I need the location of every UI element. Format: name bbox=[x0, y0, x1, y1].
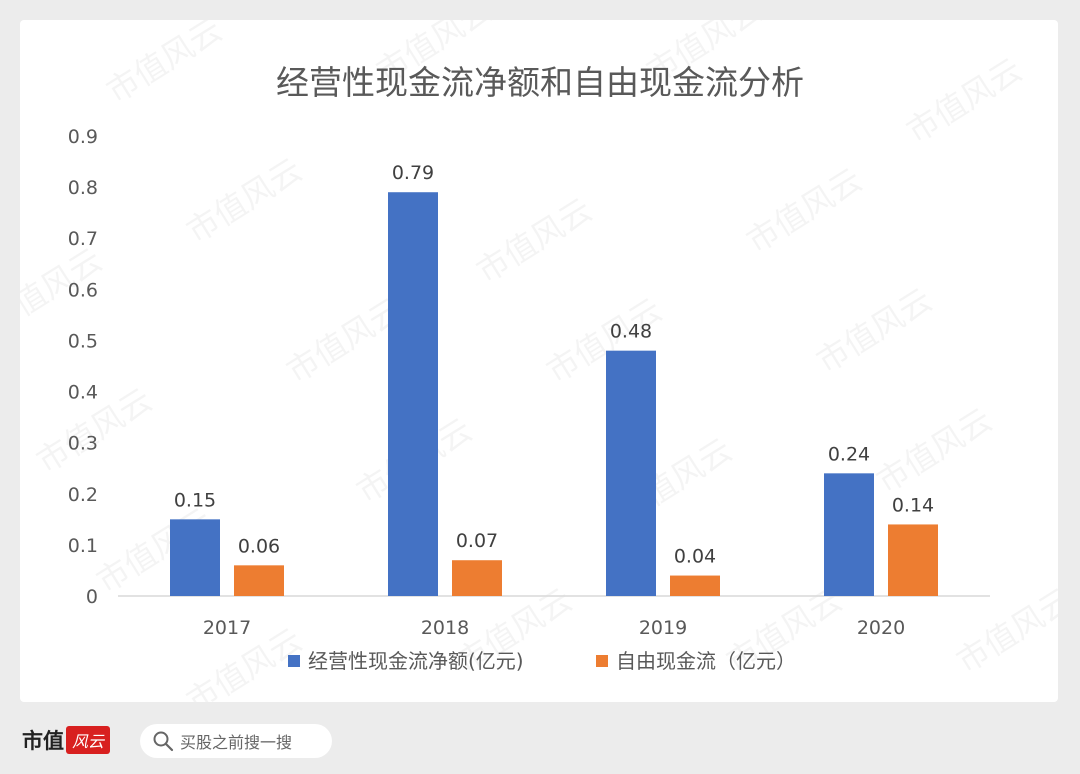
legend-swatch bbox=[596, 655, 608, 667]
chart-title: 经营性现金流净额和自由现金流分析 bbox=[276, 63, 804, 102]
data-label: 0.04 bbox=[674, 546, 716, 568]
y-tick-label: 0.2 bbox=[68, 484, 98, 506]
x-tick-label: 2017 bbox=[203, 617, 251, 639]
legend-label: 经营性现金流净额(亿元) bbox=[308, 649, 524, 673]
data-label: 0.14 bbox=[892, 494, 934, 516]
watermark-text: 市值风云 bbox=[810, 281, 939, 381]
watermark-text: 市值风云 bbox=[900, 51, 1029, 151]
data-label: 0.06 bbox=[238, 535, 280, 557]
watermark-text: 市值风云 bbox=[470, 191, 599, 291]
y-tick-label: 0.7 bbox=[68, 228, 98, 250]
y-tick-label: 0.5 bbox=[68, 330, 98, 352]
bar-free-cash-flow bbox=[452, 560, 502, 596]
y-axis: 0 0.1 0.2 0.3 0.4 0.5 0.6 0.7 0.8 0.9 bbox=[68, 126, 98, 608]
y-tick-label: 0.9 bbox=[68, 126, 98, 148]
y-tick-label: 0.1 bbox=[68, 535, 98, 557]
data-label: 0.15 bbox=[174, 489, 216, 511]
brand-text: 市值 bbox=[22, 728, 64, 753]
bar-free-cash-flow bbox=[888, 524, 938, 596]
watermark-text: 市值风云 bbox=[100, 20, 229, 111]
y-tick-label: 0.4 bbox=[68, 382, 98, 404]
legend-swatch bbox=[288, 655, 300, 667]
bar-operating-cash-flow bbox=[388, 192, 438, 596]
footer-bar: 市值 风云 买股之前搜一搜 bbox=[0, 702, 1080, 774]
legend: 经营性现金流净额(亿元) 自由现金流（亿元） bbox=[288, 649, 796, 673]
x-tick-label: 2020 bbox=[857, 617, 905, 639]
search-box[interactable]: 买股之前搜一搜 bbox=[140, 724, 332, 758]
legend-label: 自由现金流（亿元） bbox=[616, 649, 796, 673]
y-tick-label: 0.3 bbox=[68, 433, 98, 455]
bars-group: 0.15 0.06 0.79 0.07 0.48 0.04 0.24 0.14 bbox=[170, 162, 938, 596]
bar-operating-cash-flow bbox=[606, 350, 656, 596]
data-label: 0.07 bbox=[456, 530, 498, 552]
search-placeholder: 买股之前搜一搜 bbox=[180, 733, 293, 752]
y-tick-label: 0.6 bbox=[68, 279, 98, 301]
brand-logo: 市值 风云 bbox=[22, 724, 111, 756]
chart-card: 市值风云 市值风云 市值风云 市值风云 市值风云 市值风云 市值风云 市值风云 市值风云 市值风云… bbox=[20, 20, 1058, 702]
bar-operating-cash-flow bbox=[170, 519, 220, 596]
watermark-text: 市值风云 bbox=[180, 151, 309, 251]
data-label: 0.48 bbox=[610, 321, 652, 343]
bar-operating-cash-flow bbox=[824, 473, 874, 596]
data-label: 0.24 bbox=[828, 443, 870, 465]
watermark-text: 市值风云 bbox=[870, 401, 999, 501]
y-tick-label: 0 bbox=[86, 586, 98, 608]
x-tick-label: 2018 bbox=[421, 617, 469, 639]
y-tick-label: 0.8 bbox=[68, 177, 98, 199]
bar-free-cash-flow bbox=[234, 565, 284, 596]
x-axis: 2017 2018 2019 2020 bbox=[203, 617, 905, 639]
x-tick-label: 2019 bbox=[639, 617, 687, 639]
data-label: 0.79 bbox=[392, 162, 434, 184]
watermark-text: 市值风云 bbox=[740, 161, 869, 261]
bar-free-cash-flow bbox=[670, 575, 720, 596]
search-icon bbox=[153, 731, 174, 752]
brand-mark: 风云 bbox=[66, 726, 111, 754]
